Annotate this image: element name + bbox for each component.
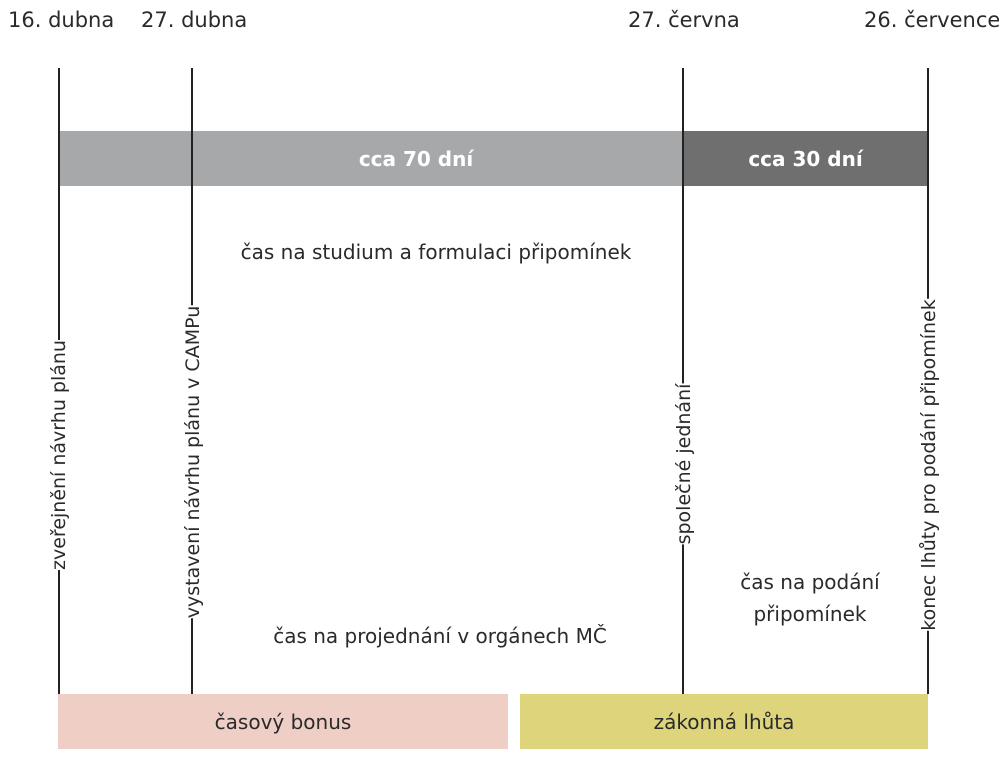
bar-bonus: časový bonus bbox=[58, 694, 508, 749]
milestone-label: zveřejnění návrhu plánu bbox=[42, 340, 76, 570]
note-submit: čas na podání připomínek bbox=[720, 566, 900, 630]
milestone-label: konec lhůty pro podání připomínek bbox=[912, 299, 946, 631]
note-discussion: čas na projednání v orgánech MČ bbox=[273, 624, 607, 648]
date-label: 27. dubna bbox=[141, 8, 248, 32]
bar-legal: zákonná lhůta bbox=[520, 694, 928, 749]
bar-70-days: cca 70 dní bbox=[59, 131, 683, 186]
bar-30-label: cca 30 dní bbox=[748, 146, 863, 171]
milestone-line bbox=[682, 68, 684, 694]
bar-30-days: cca 30 dní bbox=[683, 131, 928, 186]
milestone-label: společné jednání bbox=[667, 383, 701, 545]
milestone-label: vystavení návrhu plánu v CAMPu bbox=[176, 305, 210, 619]
bar-legal-label: zákonná lhůta bbox=[653, 709, 795, 734]
date-label: 16. dubna bbox=[8, 8, 115, 32]
note-submit-line2: připomínek bbox=[753, 602, 867, 626]
date-label: 27. června bbox=[628, 8, 740, 32]
bar-70-label: cca 70 dní bbox=[358, 146, 474, 171]
note-submit-line1: čas na podání bbox=[740, 570, 880, 594]
date-label: 26. července bbox=[864, 8, 999, 32]
note-study: čas na studium a formulaci připomínek bbox=[240, 240, 632, 264]
bar-bonus-label: časový bonus bbox=[214, 709, 352, 734]
